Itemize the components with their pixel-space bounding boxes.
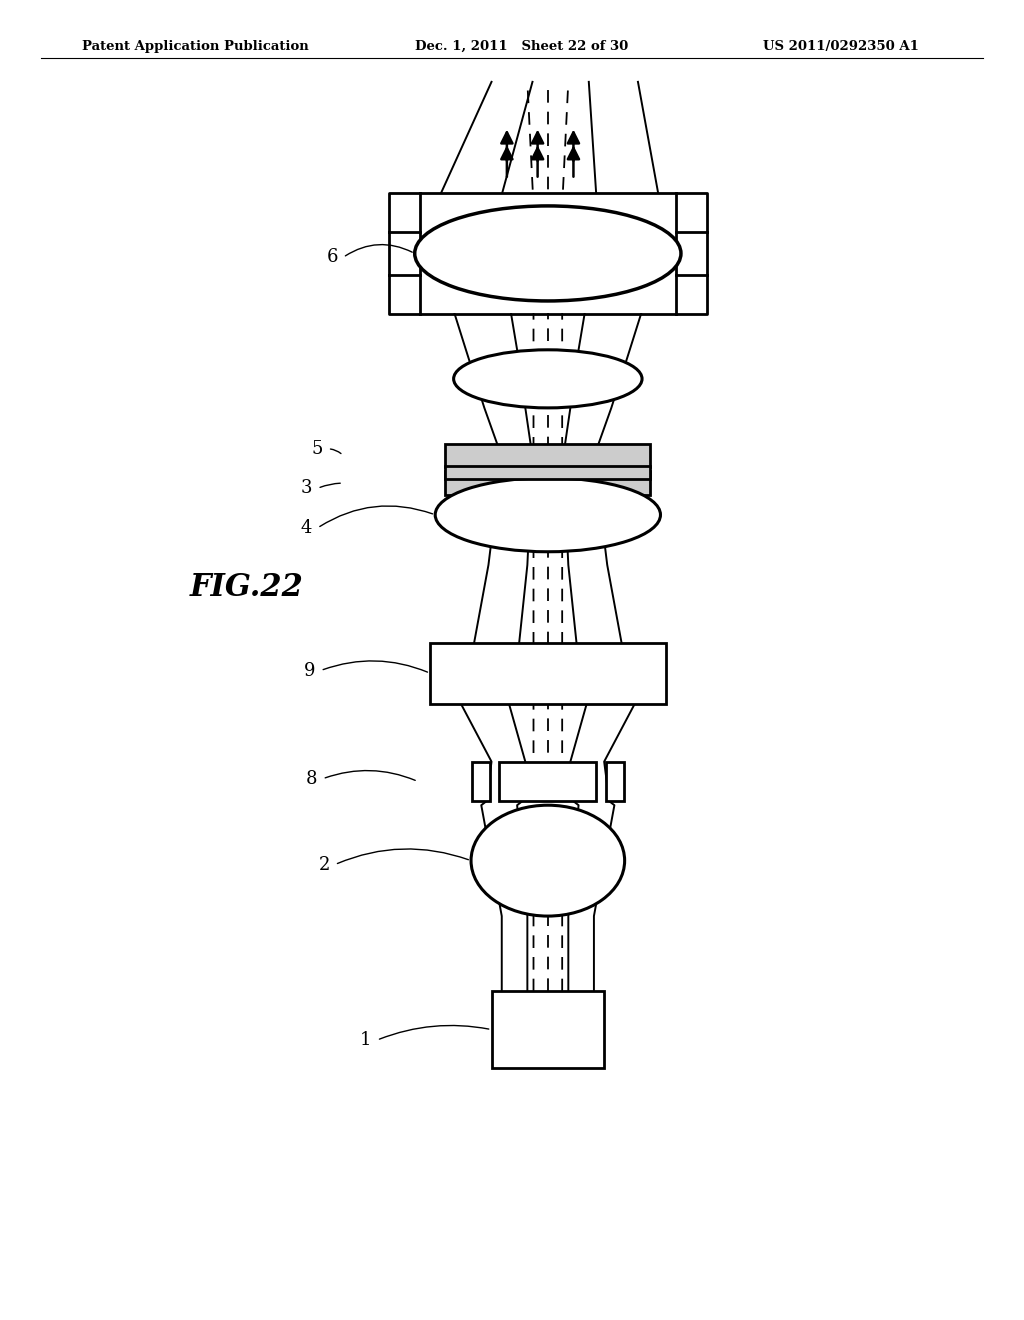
Ellipse shape [454, 350, 642, 408]
Bar [445, 444, 650, 467]
Text: 2: 2 [318, 855, 330, 874]
Bar [390, 193, 707, 313]
Text: Dec. 1, 2011   Sheet 22 of 30: Dec. 1, 2011 Sheet 22 of 30 [415, 40, 628, 53]
Text: Patent Application Publication: Patent Application Publication [82, 40, 308, 53]
Text: FIG.22: FIG.22 [189, 572, 303, 603]
Bar [445, 471, 650, 495]
Bar [430, 643, 666, 704]
Text: 8: 8 [306, 770, 317, 788]
Bar [471, 762, 490, 801]
Bar [492, 991, 604, 1068]
Text: 1: 1 [360, 1031, 372, 1049]
Text: 3: 3 [301, 479, 312, 498]
Ellipse shape [415, 206, 681, 301]
Bar [445, 466, 650, 479]
Ellipse shape [435, 478, 660, 552]
Text: 4: 4 [301, 519, 312, 537]
Text: US 2011/0292350 A1: US 2011/0292350 A1 [763, 40, 919, 53]
Ellipse shape [471, 805, 625, 916]
Text: 9: 9 [304, 661, 315, 680]
Bar [606, 762, 625, 801]
Text: 5: 5 [311, 440, 323, 458]
Bar [500, 762, 596, 801]
Text: 6: 6 [327, 248, 338, 267]
